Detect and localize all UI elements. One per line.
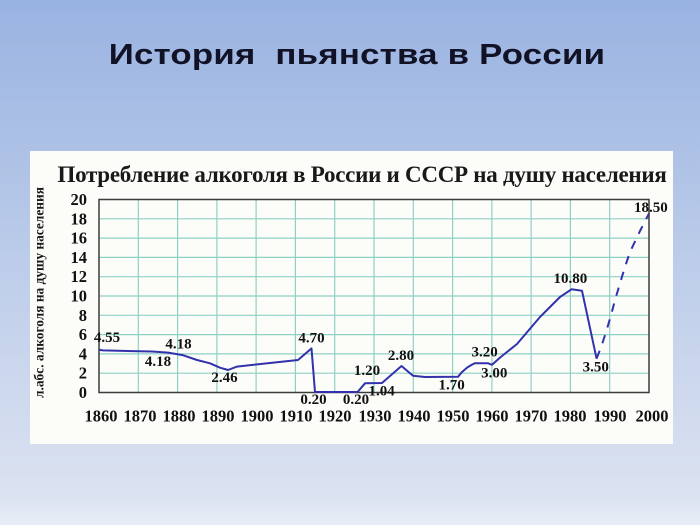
svg-text:2: 2 xyxy=(79,364,87,383)
svg-text:1980: 1980 xyxy=(554,407,587,426)
svg-text:2.80: 2.80 xyxy=(388,348,414,364)
svg-text:1870: 1870 xyxy=(124,407,157,426)
svg-text:1.04: 1.04 xyxy=(368,384,395,400)
svg-text:1890: 1890 xyxy=(202,407,235,426)
svg-text:16: 16 xyxy=(71,229,88,248)
svg-text:18: 18 xyxy=(71,209,88,228)
svg-text:2.46: 2.46 xyxy=(211,370,238,386)
svg-text:1880: 1880 xyxy=(163,407,196,426)
svg-text:1.70: 1.70 xyxy=(438,378,464,394)
svg-text:1930: 1930 xyxy=(359,407,392,426)
svg-text:10: 10 xyxy=(71,287,88,306)
svg-text:4.18: 4.18 xyxy=(145,354,171,370)
svg-text:3.00: 3.00 xyxy=(481,366,507,382)
svg-text:л.абс. алкоголя на душу населе: л.абс. алкоголя на душу населения xyxy=(32,187,47,398)
svg-text:4.55: 4.55 xyxy=(94,330,120,346)
svg-text:1860: 1860 xyxy=(85,407,118,426)
svg-text:4: 4 xyxy=(79,344,87,363)
svg-text:1970: 1970 xyxy=(515,407,548,426)
svg-text:0.20: 0.20 xyxy=(343,392,369,408)
svg-text:14: 14 xyxy=(71,248,88,267)
svg-text:4.70: 4.70 xyxy=(298,331,324,347)
svg-text:4.18: 4.18 xyxy=(165,337,191,353)
svg-text:1.20: 1.20 xyxy=(354,363,380,379)
svg-text:3.50: 3.50 xyxy=(583,360,609,376)
svg-text:0: 0 xyxy=(79,383,87,402)
svg-text:8: 8 xyxy=(79,306,87,325)
svg-text:1940: 1940 xyxy=(398,407,431,426)
svg-text:1990: 1990 xyxy=(594,407,627,426)
svg-text:1920: 1920 xyxy=(319,407,352,426)
svg-text:18.50: 18.50 xyxy=(634,200,668,216)
svg-text:1950: 1950 xyxy=(437,407,470,426)
svg-text:20: 20 xyxy=(71,190,88,209)
svg-text:1900: 1900 xyxy=(241,407,274,426)
svg-text:0.20: 0.20 xyxy=(300,392,326,408)
svg-text:3.20: 3.20 xyxy=(471,345,497,361)
svg-text:10.80: 10.80 xyxy=(554,271,588,287)
svg-text:1910: 1910 xyxy=(280,407,313,426)
svg-text:12: 12 xyxy=(71,267,88,286)
svg-text:6: 6 xyxy=(79,325,87,344)
svg-text:2000: 2000 xyxy=(636,407,669,426)
svg-text:Потребление алкоголя в России: Потребление алкоголя в России и СССР на … xyxy=(57,162,666,187)
svg-text:1960: 1960 xyxy=(476,407,509,426)
